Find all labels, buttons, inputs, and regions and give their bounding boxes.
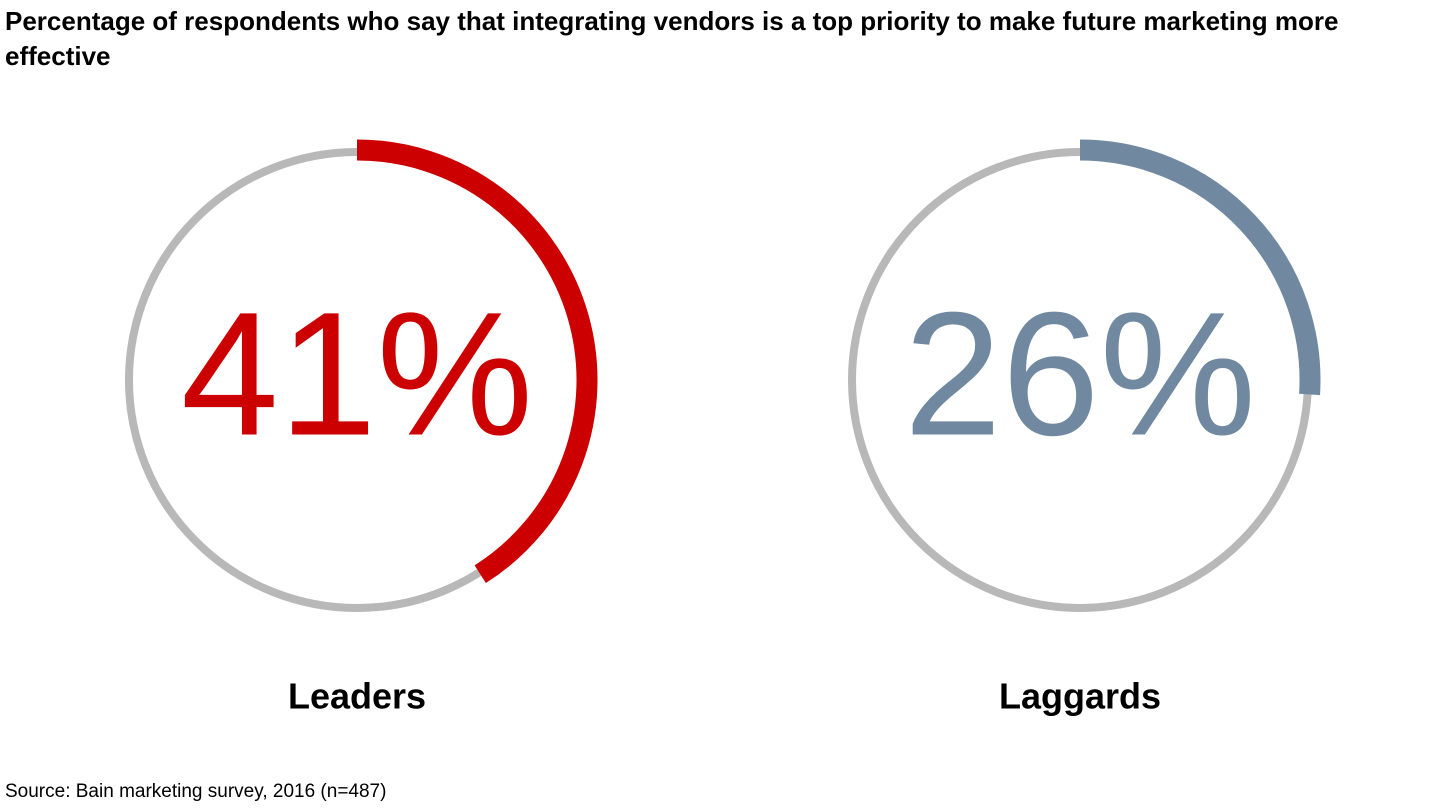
- source-note: Source: Bain marketing survey, 2016 (n=4…: [5, 781, 387, 802]
- value-label: 26%: [904, 276, 1256, 472]
- value-label: 41%: [181, 276, 533, 472]
- category-label: Leaders: [288, 676, 426, 717]
- category-label: Laggards: [999, 676, 1161, 717]
- chart-title: Percentage of respondents who say that i…: [5, 6, 1339, 71]
- ring-arc: [1079, 139, 1321, 396]
- ring-arc: [356, 139, 598, 584]
